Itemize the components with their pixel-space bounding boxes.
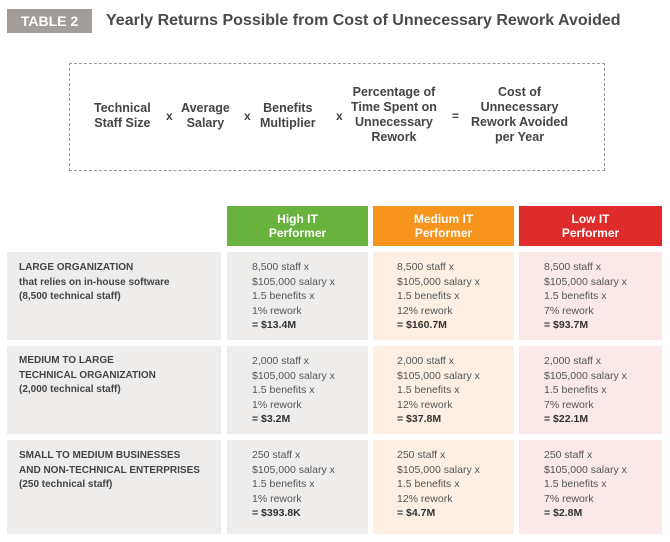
calc-medium-org-medium: 2,000 staff x $105,000 salary x 1.5 benefi… — [397, 355, 480, 425]
formula-term-average-salary: Average Salary — [181, 101, 230, 130]
table-cell-background — [519, 346, 662, 434]
calc-large-low: 8,500 staff x $105,000 salary x 1.5 benefi… — [544, 261, 627, 331]
formula-term-rework-percentage: Percentage of Time Spent on Unnecessary Re… — [351, 85, 437, 144]
calc-small-medium: 250 staff x $105,000 salary x 1.5 benefits… — [397, 449, 480, 519]
column-header-high-performer: High IT Performer — [227, 206, 368, 246]
table-cell-background — [227, 440, 368, 534]
formula-times-sign: x — [244, 109, 251, 123]
calc-large-high: 8,500 staff x $105,000 salary x 1.5 benefi… — [252, 261, 335, 331]
table-cell-background — [519, 440, 662, 534]
table-cell-background — [373, 440, 514, 534]
column-header-medium-performer: Medium IT Performer — [373, 206, 514, 246]
row-label-medium-to-large: MEDIUM TO LARGE TECHNICAL ORGANIZATION (… — [19, 355, 156, 395]
formula-times-sign: x — [166, 109, 173, 123]
row-label-large-organization: LARGE ORGANIZATION that relies on in-hou… — [19, 262, 170, 302]
formula-box: Technical Staff Size x Average Salary x Be… — [69, 63, 605, 171]
formula-term-staff-size: Technical Staff Size — [94, 101, 151, 130]
row-label-small-to-medium: SMALL TO MEDIUM BUSINESSES AND NON-TECHN… — [19, 450, 200, 490]
calc-medium-org-low: 2,000 staff x $105,000 salary x 1.5 benefi… — [544, 355, 627, 425]
calc-small-low: 250 staff x $105,000 salary x 1.5 benefits… — [544, 449, 627, 519]
table-cell-background — [373, 252, 514, 340]
column-header-low-performer: Low IT Performer — [519, 206, 662, 246]
table-row-label-background — [7, 440, 221, 534]
table-number-badge: TABLE 2 — [7, 9, 92, 33]
table-title: Yearly Returns Possible from Cost of Unn… — [106, 12, 621, 29]
calc-large-medium: 8,500 staff x $105,000 salary x 1.5 benefi… — [397, 261, 480, 331]
formula-term-benefits-multiplier: Benefits Multiplier — [260, 101, 316, 130]
table-cell-background — [227, 252, 368, 340]
formula-equals-sign: = — [452, 109, 460, 123]
calc-small-high: 250 staff x $105,000 salary x 1.5 benefits… — [252, 449, 335, 519]
table-row-label-background — [7, 346, 221, 434]
table-cell-background — [373, 346, 514, 434]
table-cell-background — [227, 346, 368, 434]
calc-medium-org-high: 2,000 staff x $105,000 salary x 1.5 benefi… — [252, 355, 335, 425]
table-cell-background — [519, 252, 662, 340]
formula-times-sign: x — [336, 109, 343, 123]
table-row-label-background — [7, 252, 221, 340]
formula-term-cost-avoided: Cost of Unnecessary Rework Avoided per Yea… — [471, 85, 569, 144]
